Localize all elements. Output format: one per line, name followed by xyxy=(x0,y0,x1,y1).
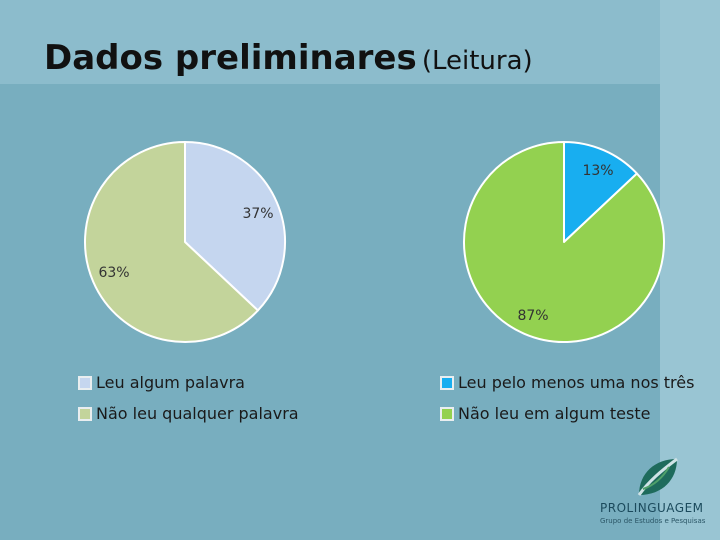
right-strip xyxy=(660,0,720,540)
leaf-logo-icon xyxy=(637,457,678,496)
legend-swatch xyxy=(78,406,92,421)
legend-item-nao-leu-qualquer: Não leu qualquer palavra xyxy=(78,398,299,429)
legend-swatch xyxy=(440,406,454,421)
title-sub: (Leitura) xyxy=(421,46,533,76)
legend-label: Leu pelo menos uma nos três xyxy=(458,373,695,392)
pie-slice xyxy=(184,141,286,312)
pie-data-label: 13% xyxy=(582,163,613,179)
legend-item-leu-pelo-menos: Leu pelo menos uma nos três xyxy=(440,367,694,398)
pie-data-label: 87% xyxy=(517,308,548,324)
legend-swatch xyxy=(78,375,92,390)
title-band xyxy=(0,0,660,84)
pie-slice xyxy=(563,141,638,243)
prolinguagem-logo: PROLINGUAGEM Grupo de Estudos e Pesquisa… xyxy=(600,455,715,535)
legend-left: Leu algum palavra Não leu qualquer palav… xyxy=(78,367,299,429)
legend-label: Não leu qualquer palavra xyxy=(96,404,299,423)
legend-label: Não leu em algum teste xyxy=(458,404,651,423)
pie-data-label: 37% xyxy=(242,206,273,222)
legend-label: Leu algum palavra xyxy=(96,373,245,392)
legend-item-nao-leu-teste: Não leu em algum teste xyxy=(440,398,694,429)
legend-right: Leu pelo menos uma nos três Não leu em a… xyxy=(440,367,694,429)
legend-swatch xyxy=(440,375,454,390)
pie-slice xyxy=(84,141,259,343)
logo-name: PROLINGUAGEM xyxy=(600,501,704,515)
title-main: Dados preliminares xyxy=(44,38,417,78)
pie-data-label: 63% xyxy=(98,265,129,281)
pie-slice xyxy=(463,141,665,343)
legend-item-leu-algum: Leu algum palavra xyxy=(78,367,299,398)
logo-subtitle: Grupo de Estudos e Pesquisas xyxy=(600,517,706,525)
slide-title: Dados preliminares (Leitura) xyxy=(44,38,533,78)
